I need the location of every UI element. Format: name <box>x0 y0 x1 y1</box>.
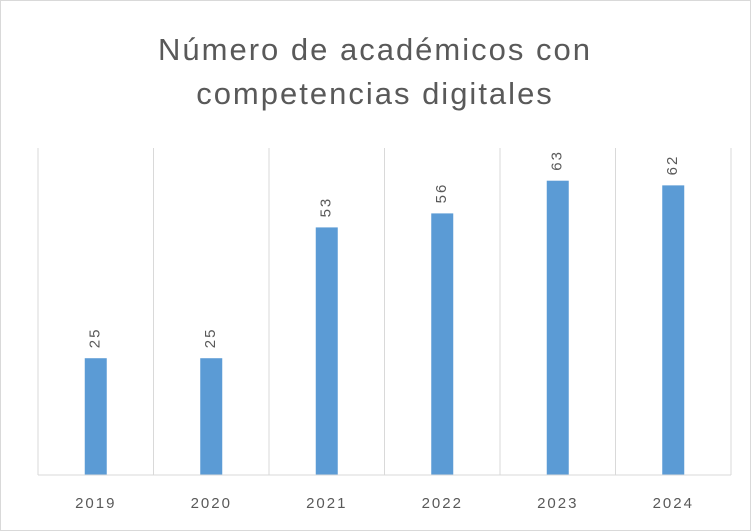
x-tick-label: 2024 <box>653 495 694 512</box>
data-label: 25 <box>202 328 219 349</box>
bar <box>315 227 338 475</box>
x-tick-label: 2022 <box>422 495 463 512</box>
bar <box>662 185 685 475</box>
data-label: 62 <box>664 155 681 176</box>
bar <box>546 180 569 475</box>
bar <box>84 358 107 475</box>
x-tick-label: 2021 <box>306 495 347 512</box>
bar <box>200 358 223 475</box>
bar <box>431 213 454 475</box>
data-label: 56 <box>433 183 450 204</box>
x-tick-label: 2020 <box>191 495 232 512</box>
chart-title: Número de académicos con competencias di… <box>158 32 592 111</box>
x-tick-label: 2023 <box>537 495 578 512</box>
data-label: 53 <box>318 197 335 218</box>
data-label: 25 <box>87 328 104 349</box>
x-tick-label: 2019 <box>75 495 116 512</box>
data-label: 63 <box>549 150 566 171</box>
